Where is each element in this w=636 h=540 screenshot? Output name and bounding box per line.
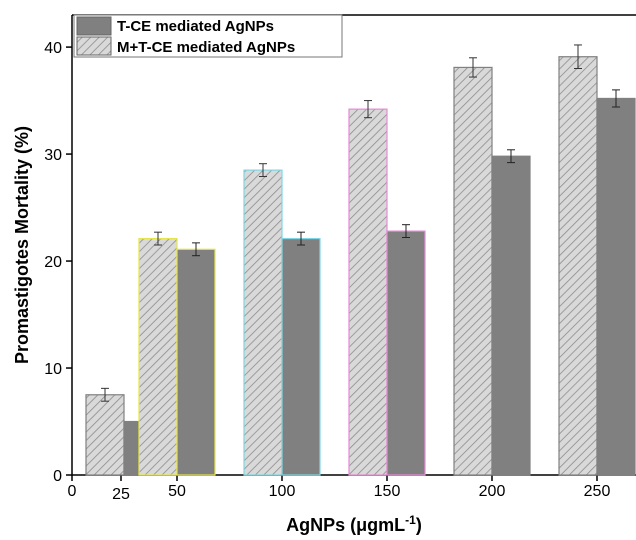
legend-label-mt-ce: M+T-CE mediated AgNPs bbox=[117, 39, 295, 56]
y-tick-label: 10 bbox=[44, 361, 62, 378]
x-axis-title-main: AgNPs (μgmL bbox=[286, 515, 405, 535]
y-tick-label: 40 bbox=[44, 40, 62, 57]
x-tick-label: 150 bbox=[374, 483, 401, 500]
y-axis-title: Promastigotes Mortality (%) bbox=[12, 126, 32, 364]
y-tick-label: 30 bbox=[44, 147, 62, 164]
bar-t-ce-150 bbox=[386, 230, 426, 476]
x-tick-label: 100 bbox=[269, 483, 296, 500]
x-axis-title-superscript: -1 bbox=[405, 513, 416, 527]
x-tick-label: 25 bbox=[112, 486, 130, 503]
x-tick-label: 50 bbox=[168, 483, 186, 500]
bar-t-ce-200 bbox=[491, 155, 531, 476]
x-tick-label: 0 bbox=[68, 483, 77, 500]
bar-mt-ce-100 bbox=[243, 169, 283, 476]
bar-mt-ce-150 bbox=[348, 108, 388, 476]
x-tick-label: 200 bbox=[479, 483, 506, 500]
plot-area: 0 10 20 30 40 0 25 50 100 150 200 250 T-CE mediated … bbox=[44, 14, 636, 503]
bar-mt-ce-50 bbox=[138, 237, 178, 476]
legend: T-CE mediated AgNPs M+T-CE mediated AgNPs bbox=[73, 14, 343, 58]
legend-swatch-hatched bbox=[76, 36, 112, 56]
bar-mt-ce-250 bbox=[558, 56, 598, 476]
bar-mt-ce-200 bbox=[453, 66, 493, 476]
bar-mt-ce-25 bbox=[85, 394, 125, 476]
x-axis-title: AgNPs (μgmL-1) bbox=[286, 513, 422, 535]
y-tick-label: 0 bbox=[53, 468, 62, 485]
legend-swatch-solid bbox=[76, 16, 112, 36]
y-tick-label: 20 bbox=[44, 254, 62, 271]
x-tick-label: 250 bbox=[584, 483, 611, 500]
legend-box bbox=[73, 14, 343, 58]
bar-t-ce-100 bbox=[281, 237, 321, 476]
legend-label-t-ce: T-CE mediated AgNPs bbox=[117, 18, 274, 35]
bar-t-ce-250 bbox=[596, 97, 636, 476]
x-axis-title-close: ) bbox=[416, 515, 422, 535]
bar-t-ce-50 bbox=[176, 248, 216, 476]
